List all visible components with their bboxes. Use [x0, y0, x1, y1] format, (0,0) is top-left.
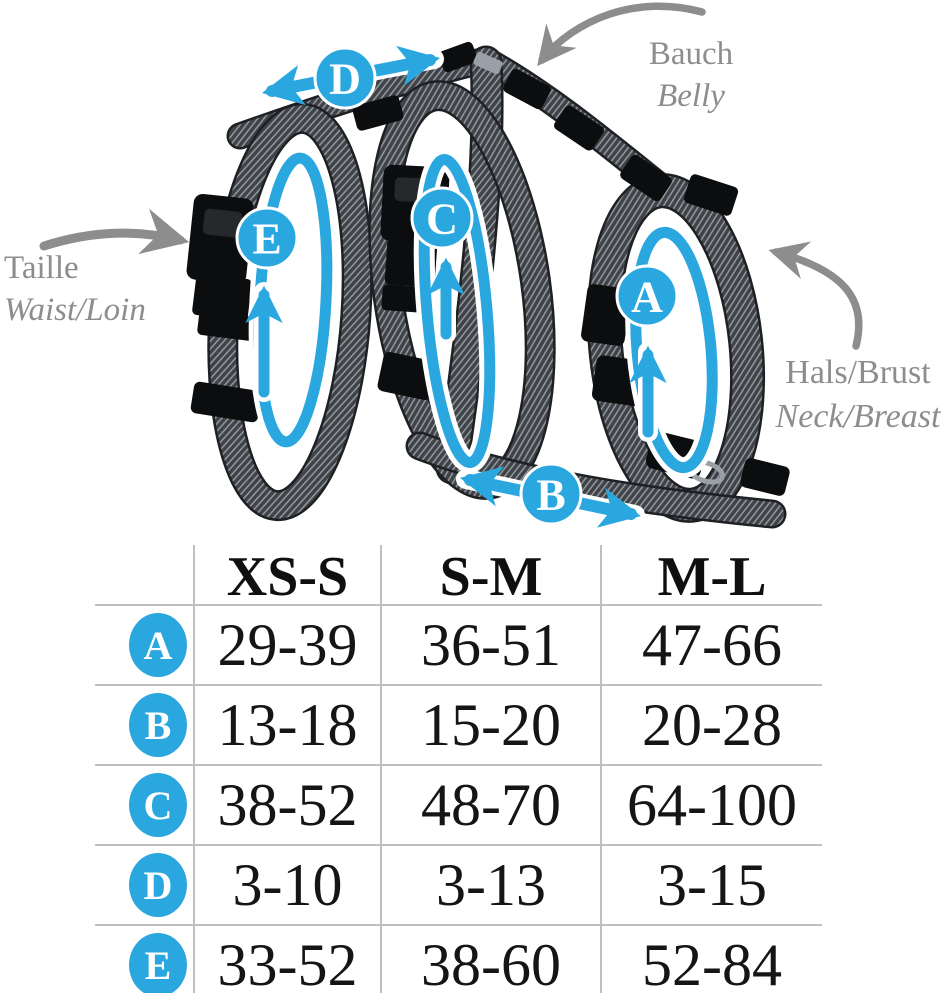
marker-d-badge: D — [313, 46, 377, 110]
row-label-cell: B — [95, 686, 193, 764]
cell-a-m-l: 47-66 — [600, 606, 822, 684]
row-badge-e: E — [129, 933, 187, 993]
harness-illustration: D E C A B — [39, 2, 863, 529]
row-label-cell: C — [95, 766, 193, 844]
marker-e-badge: E — [235, 206, 299, 270]
column-header-xs-s: XS-S — [193, 545, 380, 609]
row-badge-a: A — [129, 613, 187, 677]
column-header-s-m: S-M — [380, 545, 600, 609]
marker-b-letter: B — [536, 471, 565, 520]
cell-d-s-m: 3-13 — [380, 846, 600, 924]
row-badge-c: C — [129, 773, 187, 837]
neck-arrow — [768, 241, 863, 350]
label-belly-en: Belly — [657, 78, 725, 115]
marker-a-badge: A — [615, 264, 679, 328]
label-belly-de: Bauch — [648, 36, 734, 72]
table-header-row: XS-S S-M M-L — [95, 545, 822, 609]
measure-loop-c — [413, 149, 501, 473]
cell-c-s-m: 48-70 — [380, 766, 600, 844]
marker-a-letter: A — [631, 273, 663, 322]
size-chart-table: XS-S S-M M-L A 29-39 36-51 47-66 B 13-18… — [95, 545, 822, 993]
cell-e-m-l: 52-84 — [600, 926, 822, 993]
belly-arrow — [537, 2, 706, 67]
cell-c-xs-s: 38-52 — [193, 766, 380, 844]
label-waist-de: Taille — [4, 250, 79, 286]
table-row-b: B 13-18 15-20 20-28 — [95, 684, 822, 764]
cell-e-s-m: 38-60 — [380, 926, 600, 993]
row-label-cell: A — [95, 606, 193, 684]
cell-b-s-m: 15-20 — [380, 686, 600, 764]
marker-b-badge: B — [519, 462, 583, 526]
cell-d-m-l: 3-15 — [600, 846, 822, 924]
marker-c-letter: C — [426, 195, 458, 244]
cell-e-xs-s: 33-52 — [193, 926, 380, 993]
row-badge-d: D — [129, 853, 187, 917]
label-waist-en: Waist/Loin — [4, 292, 146, 329]
label-neck: Hals/Brust Neck/Breast — [768, 351, 944, 438]
measure-loop-a — [625, 221, 723, 479]
marker-d-letter: D — [329, 55, 361, 104]
column-header-m-l: M-L — [600, 545, 822, 609]
cell-b-xs-s: 13-18 — [193, 686, 380, 764]
marker-e-letter: E — [252, 215, 281, 264]
cell-b-m-l: 20-28 — [600, 686, 822, 764]
measure-loop-e — [245, 147, 338, 453]
label-neck-en: Neck/Breast — [775, 397, 941, 435]
header-empty-cell — [95, 545, 193, 609]
marker-c-badge: C — [410, 186, 474, 250]
row-label-cell: E — [95, 926, 193, 993]
label-waist: Taille Waist/Loin — [4, 247, 179, 331]
table-row-c: C 38-52 48-70 64-100 — [95, 764, 822, 844]
table-row-a: A 29-39 36-51 47-66 — [95, 604, 822, 684]
row-label-cell: D — [95, 846, 193, 924]
row-badge-b: B — [129, 693, 187, 757]
cell-d-xs-s: 3-10 — [193, 846, 380, 924]
label-belly: Bauch Belly — [606, 33, 776, 117]
cell-a-s-m: 36-51 — [380, 606, 600, 684]
cell-a-xs-s: 29-39 — [193, 606, 380, 684]
waist-arrow — [39, 208, 190, 255]
cell-c-m-l: 64-100 — [600, 766, 822, 844]
label-neck-de: Hals/Brust — [785, 354, 931, 391]
table-row-d: D 3-10 3-13 3-15 — [95, 844, 822, 924]
table-row-e: E 33-52 38-60 52-84 — [95, 924, 822, 993]
